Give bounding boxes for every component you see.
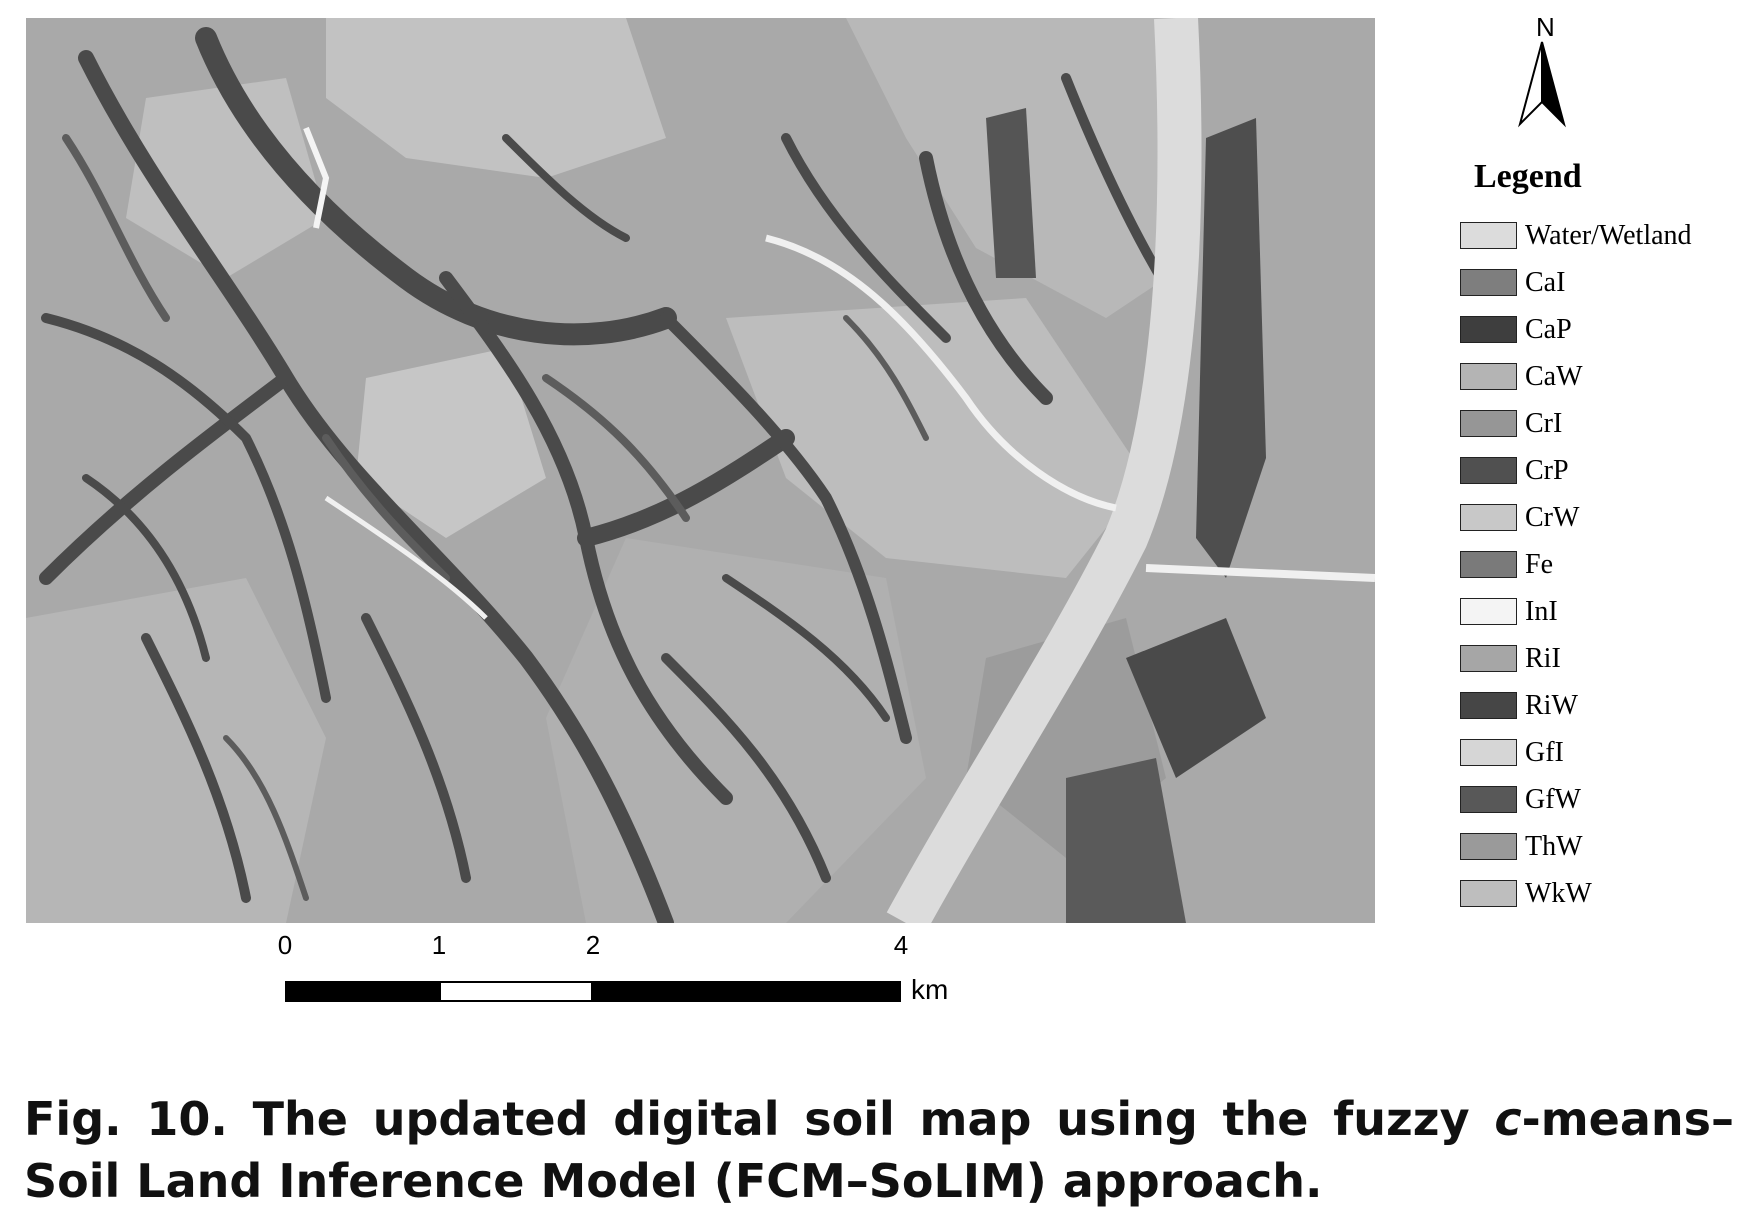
legend-item: WkW: [1460, 870, 1740, 917]
legend-items: Water/Wetland CaI CaP CaW CrI CrP CrW Fe InI RiI R…: [1460, 212, 1740, 917]
legend-swatch: [1460, 833, 1517, 860]
legend-item: GfI: [1460, 729, 1740, 776]
legend-swatch: [1460, 645, 1517, 672]
legend-item: GfW: [1460, 776, 1740, 823]
caption-italic: c: [1494, 1092, 1522, 1146]
legend-item: CrW: [1460, 494, 1740, 541]
soil-map-canvas: [26, 18, 1375, 923]
legend-swatch: [1460, 269, 1517, 296]
legend-label: CaW: [1525, 360, 1583, 392]
legend-swatch: [1460, 222, 1517, 249]
legend-swatch: [1460, 880, 1517, 907]
legend-swatch: [1460, 504, 1517, 531]
legend-swatch: [1460, 786, 1517, 813]
legend-swatch: [1460, 457, 1517, 484]
legend-item: CaP: [1460, 306, 1740, 353]
scale-tick-label: 2: [585, 930, 601, 960]
legend: Legend Water/Wetland CaI CaP CaW CrI CrP CrW Fe…: [1460, 158, 1740, 917]
legend-swatch: [1460, 363, 1517, 390]
legend-label: WkW: [1525, 877, 1592, 909]
legend-label: GfI: [1525, 736, 1564, 768]
legend-label: InI: [1525, 595, 1558, 627]
caption-suffix: -means–Soil Land Inference Model (FCM–So…: [24, 1092, 1734, 1208]
legend-item: RiW: [1460, 682, 1740, 729]
legend-swatch: [1460, 316, 1517, 343]
legend-swatch: [1460, 739, 1517, 766]
legend-label: CaI: [1525, 266, 1566, 298]
legend-label: RiW: [1525, 689, 1578, 721]
scale-bar-segment: [593, 981, 901, 1002]
legend-swatch: [1460, 692, 1517, 719]
legend-label: CaP: [1525, 313, 1572, 345]
legend-item: Water/Wetland: [1460, 212, 1740, 259]
soil-map: [26, 18, 1375, 923]
legend-label: Water/Wetland: [1525, 219, 1692, 251]
scale-bar-segment: [285, 981, 439, 1002]
legend-item: ThW: [1460, 823, 1740, 870]
legend-item: CaW: [1460, 353, 1740, 400]
legend-swatch: [1460, 410, 1517, 437]
caption-prefix: Fig. 10. The updated digital soil map us…: [24, 1092, 1495, 1146]
scale-unit-label: km: [911, 974, 949, 1005]
north-arrow-icon: [1518, 41, 1566, 128]
legend-item: CrP: [1460, 447, 1740, 494]
legend-label: Fe: [1525, 548, 1553, 580]
scale-tick-label: 0: [277, 930, 293, 960]
legend-label: CrP: [1525, 454, 1569, 486]
legend-swatch: [1460, 598, 1517, 625]
legend-item: CrI: [1460, 400, 1740, 447]
legend-label: RiI: [1525, 642, 1561, 674]
scale-bar: 0 1 2 4 km: [278, 930, 1100, 1010]
figure-caption: Fig. 10. The updated digital soil map us…: [24, 1088, 1734, 1212]
legend-label: ThW: [1525, 830, 1583, 862]
legend-item: CaI: [1460, 259, 1740, 306]
legend-label: CrI: [1525, 407, 1563, 439]
scale-bar-segment: [439, 981, 593, 1002]
legend-item: InI: [1460, 588, 1740, 635]
legend-title: Legend: [1474, 158, 1582, 195]
scale-tick-label: 1: [431, 930, 447, 960]
legend-item: RiI: [1460, 635, 1740, 682]
legend-label: GfW: [1525, 783, 1581, 815]
north-label: N: [1536, 12, 1555, 42]
legend-item: Fe: [1460, 541, 1740, 588]
legend-label: CrW: [1525, 501, 1580, 533]
north-arrow: N: [1500, 12, 1600, 132]
scale-tick-label: 4: [893, 930, 909, 960]
legend-swatch: [1460, 551, 1517, 578]
